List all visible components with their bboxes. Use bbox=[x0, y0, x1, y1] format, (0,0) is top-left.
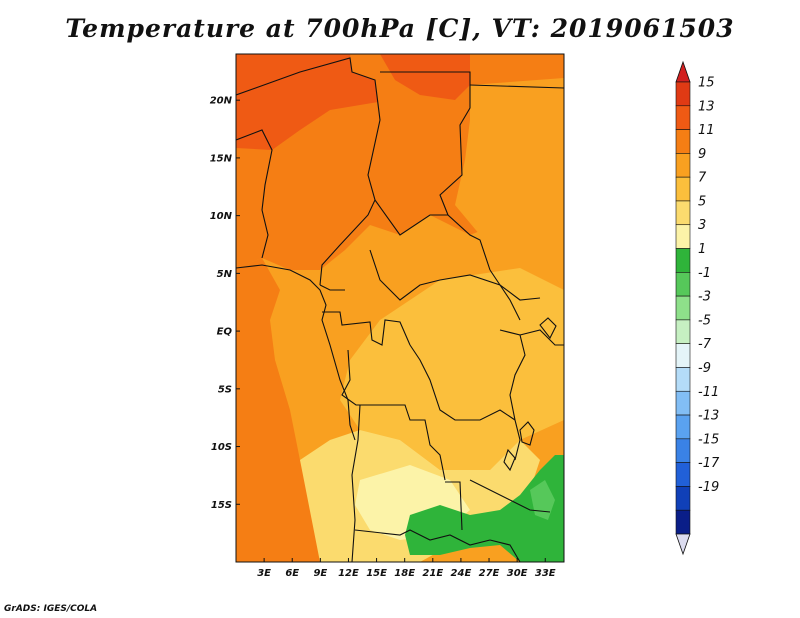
colorbar-label: -11 bbox=[698, 385, 719, 400]
colorbar-label: -3 bbox=[698, 290, 711, 305]
colorbar-swatch bbox=[675, 105, 691, 130]
colorbar-label: -19 bbox=[698, 480, 719, 495]
colorbar-label: 15 bbox=[698, 76, 715, 91]
colorbar-swatch bbox=[675, 438, 691, 463]
lake-outline bbox=[519, 421, 535, 446]
colorbar-label: 7 bbox=[698, 171, 707, 186]
border-line bbox=[469, 84, 564, 89]
colorbar-swatch bbox=[675, 176, 691, 202]
colorbar-swatch bbox=[675, 509, 691, 535]
border-line bbox=[499, 329, 526, 461]
colorbar-label: -9 bbox=[698, 361, 711, 376]
colorbar-swatch bbox=[675, 81, 691, 107]
colorbar-swatch bbox=[675, 462, 691, 487]
colorbar-label: 11 bbox=[698, 123, 715, 138]
lon-label: 27E bbox=[479, 568, 500, 579]
temperature-field bbox=[236, 54, 564, 562]
shade-1-3-b bbox=[530, 480, 555, 520]
colorbar-label: -13 bbox=[698, 409, 719, 424]
lon-label: 33E bbox=[535, 568, 556, 579]
colorbar-swatch bbox=[675, 200, 691, 226]
border-line bbox=[351, 404, 361, 562]
border-line bbox=[236, 57, 381, 286]
colorbar-swatch bbox=[675, 319, 691, 344]
lon-label: 6E bbox=[285, 568, 299, 579]
longitude-axis: 3E 6E 9E 12E 15E 18E 21E 24E 27E 30E 33E bbox=[257, 558, 556, 579]
lon-label: 21E bbox=[422, 568, 443, 579]
shade-13-15 bbox=[236, 54, 378, 150]
colorbar-label: -15 bbox=[698, 432, 719, 447]
colorbar-swatch bbox=[675, 224, 691, 249]
coastline bbox=[236, 264, 356, 441]
colorbar-swatch bbox=[675, 367, 691, 392]
map-title: Temperature at 700hPa [C], VT: 201906150… bbox=[65, 14, 735, 43]
lon-label: 15E bbox=[366, 568, 387, 579]
shade-7-9 bbox=[340, 268, 564, 470]
lat-label: EQ bbox=[217, 327, 233, 338]
lat-label: 5S bbox=[218, 384, 232, 395]
border-line bbox=[374, 199, 448, 236]
colorbar-swatch bbox=[675, 129, 691, 154]
colorbar-label: 1 bbox=[698, 242, 706, 257]
lon-label: 24E bbox=[451, 568, 472, 579]
colorbar-label: 5 bbox=[698, 194, 706, 209]
border-line bbox=[319, 284, 345, 291]
lat-label: 15N bbox=[210, 153, 233, 164]
colorbar-label: -17 bbox=[698, 456, 720, 471]
border-line bbox=[341, 349, 446, 481]
colorbar-swatch bbox=[675, 414, 691, 440]
colorbar-swatch bbox=[675, 390, 691, 416]
colorbar-label: -1 bbox=[698, 266, 711, 281]
lon-label: 12E bbox=[338, 568, 359, 579]
colorbar-swatch bbox=[675, 486, 691, 511]
border-line bbox=[409, 344, 516, 421]
border-line bbox=[322, 311, 411, 346]
colorbar-swatch bbox=[675, 153, 691, 178]
colorbar-label: -7 bbox=[698, 337, 712, 352]
border-line bbox=[445, 481, 463, 531]
border-line bbox=[380, 71, 491, 271]
colorbar-swatch bbox=[675, 272, 691, 297]
border-line bbox=[489, 539, 521, 562]
lon-label: 30E bbox=[507, 568, 528, 579]
lake-outline bbox=[503, 448, 516, 472]
colorbar-label: 3 bbox=[698, 218, 706, 233]
latitude-axis: 20N 15N 10N 5N EQ 5S 10S 15S bbox=[210, 96, 240, 511]
lat-label: 5N bbox=[217, 269, 233, 280]
colorbar-label: 13 bbox=[698, 99, 715, 114]
border-line bbox=[354, 529, 491, 546]
colorbar-swatch bbox=[675, 295, 691, 321]
colorbar-swatch bbox=[675, 248, 691, 273]
colorbar-bottom-cap bbox=[675, 533, 691, 556]
border-line bbox=[489, 269, 521, 321]
lon-label: 9E bbox=[313, 568, 327, 579]
lon-label: 3E bbox=[257, 568, 271, 579]
border-line bbox=[369, 249, 541, 301]
lake-outline bbox=[539, 317, 557, 340]
lon-label: 18E bbox=[394, 568, 415, 579]
colorbar-label: -5 bbox=[698, 313, 711, 328]
country-borders bbox=[236, 57, 564, 562]
lat-label: 10S bbox=[211, 442, 232, 453]
colorbar-label: 9 bbox=[698, 147, 706, 162]
shade-9-11-ne bbox=[455, 78, 564, 260]
lat-label: 15S bbox=[211, 500, 232, 511]
map-frame bbox=[235, 53, 565, 563]
border-line bbox=[519, 329, 564, 346]
border-line bbox=[469, 479, 551, 513]
lat-label: 20N bbox=[210, 96, 233, 107]
border-line bbox=[236, 129, 273, 259]
colorbar-swatch bbox=[675, 343, 691, 368]
shade-13-15-east bbox=[380, 54, 470, 100]
shade-1-3-a bbox=[405, 455, 564, 562]
colorbar: 15 13 11 9 7 5 3 1 -1 -3 -5 -7 -9 -11 -13 -15 -17 -19 bbox=[675, 60, 720, 556]
lat-label: 10N bbox=[210, 211, 233, 222]
colorbar-top-cap bbox=[675, 60, 691, 83]
credit-text: GrADS: IGES/COLA bbox=[4, 604, 98, 614]
